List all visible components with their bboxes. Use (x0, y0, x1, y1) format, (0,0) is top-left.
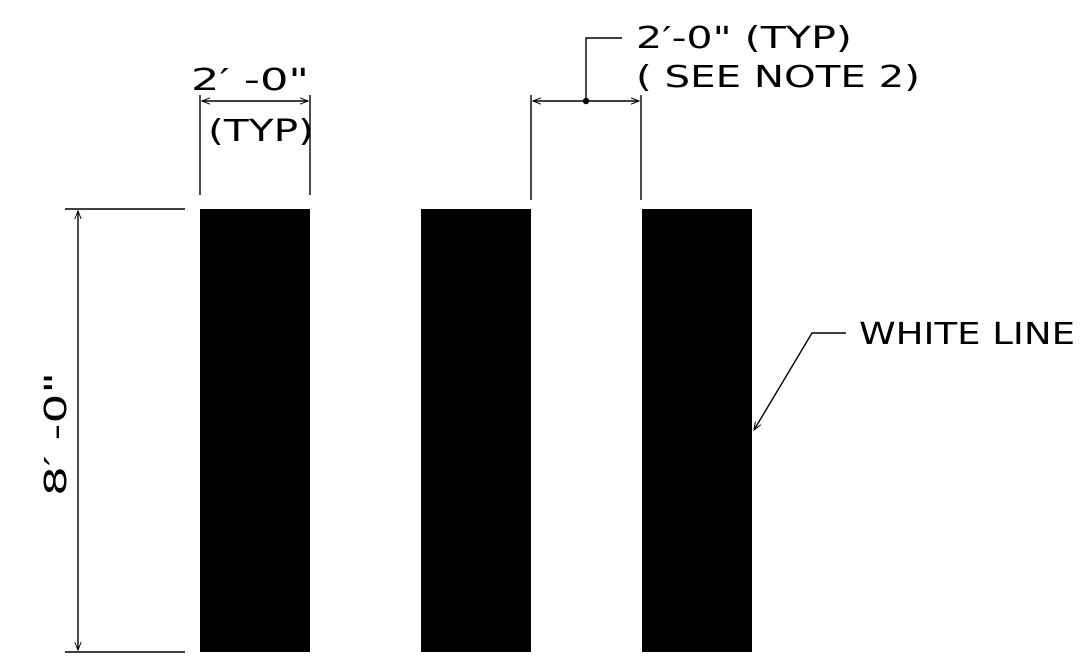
gap-width-leader-dot (582, 97, 590, 105)
stripe-bar-2 (421, 209, 531, 652)
white-line-leader (753, 332, 846, 432)
bar-width-typ-text: (TYP) (208, 114, 314, 149)
bar-width-value-text: 2′ -0" (191, 63, 309, 98)
white-line-callout (753, 332, 846, 432)
stripe-bar-1 (200, 209, 310, 652)
stripe-bar-3 (642, 209, 752, 652)
gap-width-value-text: 2′-0" (TYP) (636, 21, 852, 56)
gap-width-note-text: ( SEE NOTE 2) (636, 60, 920, 95)
bar-length-dimension (65, 208, 185, 653)
white-line-label: WHITE LINE (859, 317, 1075, 352)
gap-width-leader (585, 37, 622, 101)
gap-width-dimension (530, 37, 642, 200)
bar-length-value-text: 8′ -0" (39, 372, 74, 496)
bar-width-dimension (199, 95, 311, 195)
